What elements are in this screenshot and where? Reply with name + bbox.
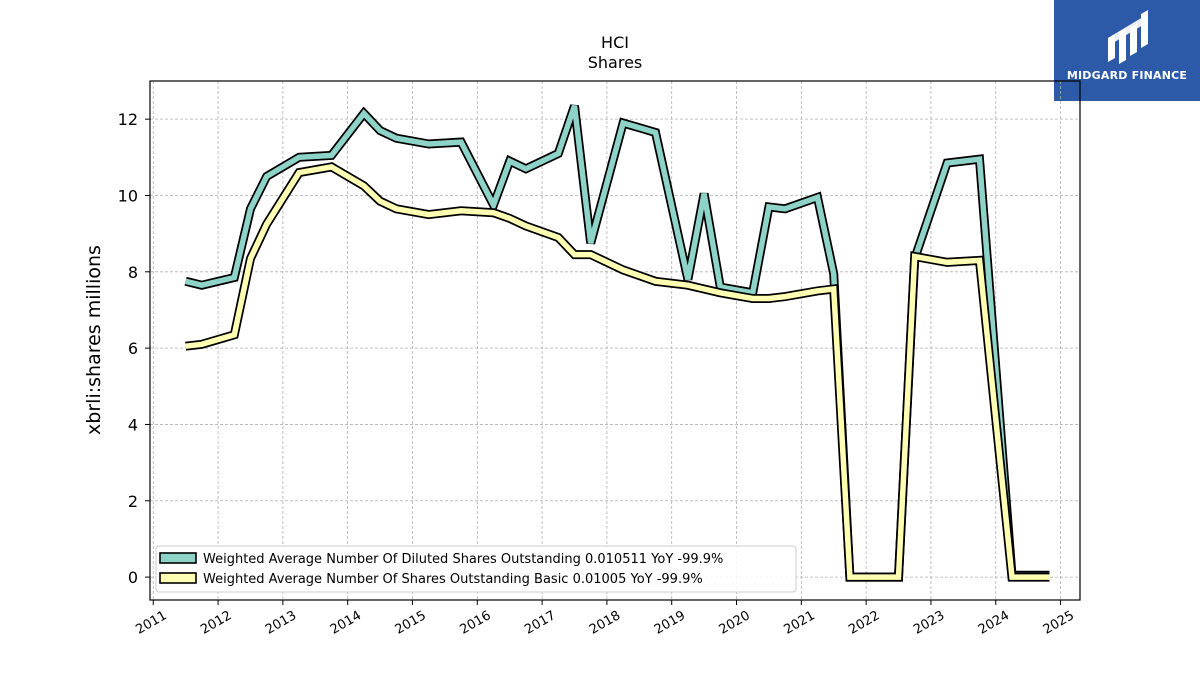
y-tick-label: 8 [128,263,138,282]
legend-label: Weighted Average Number Of Shares Outsta… [203,572,703,587]
legend-swatch [159,572,197,584]
x-axis: 2011 2012 2013 2014 2015 2016 2017 2018 2019 2020… [133,600,1077,638]
series-1 [184,104,1050,582]
y-tick-label: 12 [118,110,138,129]
x-tick-label: 2024 [976,608,1012,638]
x-tick-label: 2023 [911,608,947,638]
y-axis: 0 2 4 6 8 10 12 [118,110,150,587]
x-tick-label: 2016 [457,608,493,638]
series-line [185,164,1050,580]
chart-title: HCI [601,33,629,52]
x-tick-label: 2017 [522,608,558,638]
y-tick-label: 0 [128,568,138,587]
x-tick-label: 2020 [717,608,753,638]
x-tick-label: 2019 [652,608,688,638]
series-2 [185,162,1050,582]
x-tick-label: 2014 [328,608,364,638]
y-axis-label: xbrli:shares millions [83,245,105,435]
x-tick-label: 2021 [781,608,817,638]
x-tick-label: 2018 [587,608,623,638]
legend-box [155,545,797,593]
x-tick-label: 2025 [1041,608,1077,638]
x-tick-label: 2012 [198,608,234,638]
series-line-outline [184,104,1050,582]
legend-label: Weighted Average Number Of Diluted Share… [203,552,723,567]
y-tick-label: 2 [128,492,138,511]
y-tick-label: 10 [118,186,138,205]
y-tick-label: 6 [128,339,138,358]
midgard-logo-icon [1108,10,1148,64]
chart-subtitle: Shares [588,53,643,72]
x-tick-label: 2011 [133,608,169,638]
logo-text: MIDGARD FINANCE [1066,69,1188,82]
series-lines [184,104,1050,582]
brand-logo: MIDGARD FINANCE [1054,0,1200,101]
legend-swatch [159,552,197,564]
x-tick-label: 2015 [393,608,429,638]
series-line [184,104,1050,580]
series-line-outline [185,162,1050,582]
x-tick-label: 2013 [263,608,299,638]
y-tick-label: 4 [128,415,138,434]
plot-frame [149,80,1081,601]
legend: Weighted Average Number Of Diluted Share… [155,545,797,593]
x-tick-label: 2022 [846,608,882,638]
